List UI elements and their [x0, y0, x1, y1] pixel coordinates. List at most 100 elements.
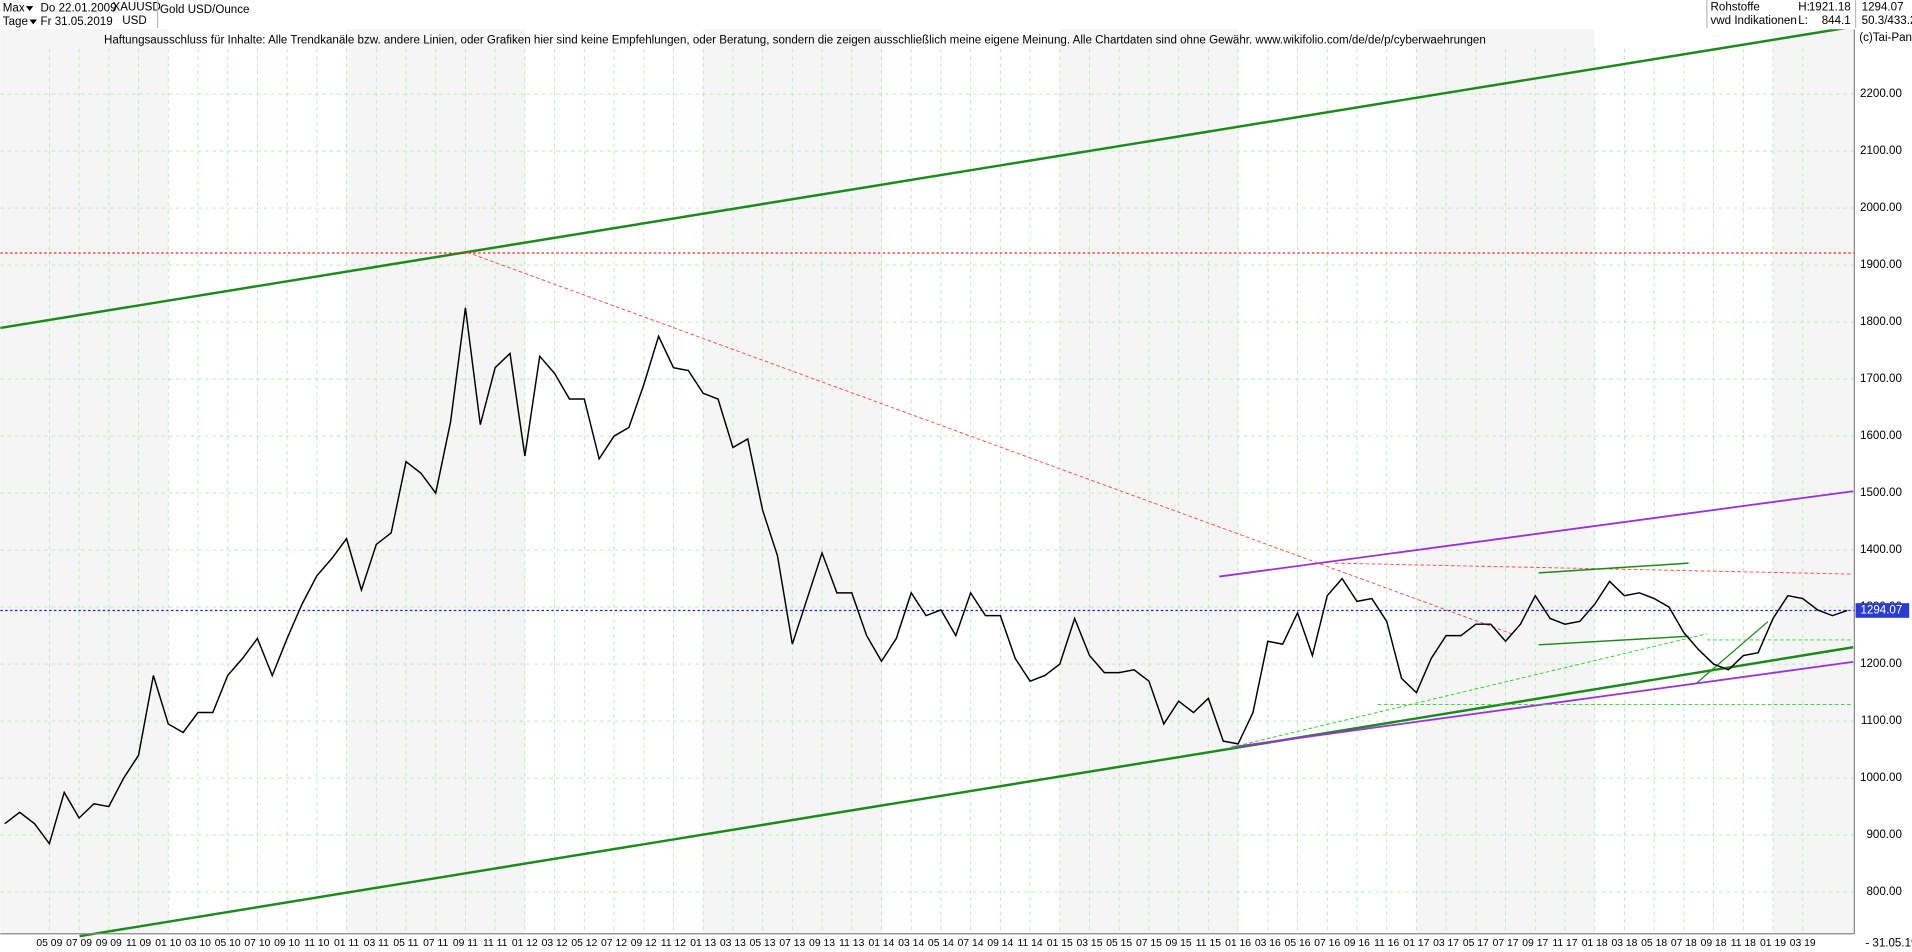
x-tick-label: 05 14 — [928, 938, 954, 949]
y-tick-label: 1000.00 — [1860, 772, 1902, 784]
dropdown-icon[interactable] — [29, 19, 37, 25]
x-tick-label: 07 10 — [244, 938, 270, 949]
x-tick-label: 11 15 — [1196, 938, 1221, 949]
instrument-name: Gold USD/Ounce — [160, 4, 249, 16]
disclaimer: Haftungsausschluss für Inhalte: Alle Tre… — [104, 34, 1486, 46]
y-tick-label: 1700.00 — [1860, 373, 1902, 385]
ratio: 50.3/433.2 — [1862, 15, 1912, 27]
x-tick-label: 07 16 — [1314, 938, 1340, 949]
x-tick-label: 11 18 — [1731, 938, 1756, 949]
x-tick-label: 09 11 — [453, 938, 478, 949]
x-tick-label: 09 14 — [987, 938, 1013, 949]
x-tick-label: 03 11 — [364, 938, 389, 949]
grid — [0, 48, 1855, 934]
x-tick-label: 05 18 — [1641, 938, 1667, 949]
y-tick-label: 1800.00 — [1860, 316, 1902, 328]
x-tick-label: 11 11 — [483, 938, 508, 949]
year-bands — [0, 0, 1854, 934]
x-tick-label: 11 12 — [661, 938, 686, 949]
x-tick-label: 09 12 — [631, 938, 657, 949]
x-tick-label: 01 10 — [155, 938, 181, 949]
x-tick-label: 05 11 — [393, 938, 418, 949]
y-tick-label: 800.00 — [1866, 886, 1901, 898]
period: Tage — [3, 16, 28, 28]
trend-line — [79, 646, 1854, 938]
end-tick: - 31.05.19 — [1865, 938, 1912, 950]
x-tick-label: 07 12 — [601, 938, 627, 949]
x-tick-label: 05 15 — [1106, 938, 1132, 949]
y-tick-label: 1100.00 — [1861, 715, 1902, 727]
plot — [0, 252, 1855, 846]
source: vwd Indikationen — [1711, 15, 1797, 27]
x-tick-label: 01 16 — [1225, 938, 1251, 949]
x-tick-label: 05 09 — [36, 938, 62, 949]
x-tick-label: 05 10 — [215, 938, 241, 949]
x-tick-label: 03 10 — [185, 938, 211, 949]
x-tick-label: 01 15 — [1047, 938, 1073, 949]
x-tick-label: 09 13 — [809, 938, 835, 949]
x-tick-label: 01 18 — [1582, 938, 1608, 949]
x-tick-label: 11 14 — [1017, 938, 1042, 949]
trend-line — [1231, 633, 1707, 748]
x-tick-label: 01 13 — [690, 938, 716, 949]
y-tick-label: 1900.00 — [1860, 259, 1902, 271]
x-tick-label: 01 17 — [1403, 938, 1429, 949]
x-tick-label: 07 09 — [66, 938, 92, 949]
x-tick-label: 11 17 — [1552, 938, 1577, 949]
y-tick-label: 900.00 — [1866, 829, 1901, 841]
mode: Max — [3, 3, 25, 15]
x-tick-label: 05 17 — [1463, 938, 1489, 949]
x-tick-label: 07 13 — [779, 938, 805, 949]
symbol: XAUUSD — [112, 1, 160, 13]
x-tick-label: 11 13 — [839, 938, 864, 949]
x-tick-label: 09 10 — [274, 938, 300, 949]
trend-line — [1219, 490, 1854, 578]
x-tick-label: 07 17 — [1493, 938, 1519, 949]
x-tick-label: 05 12 — [571, 938, 597, 949]
copyright: (c)Tai-Pan — [1859, 32, 1912, 44]
x-tick-label: 07 11 — [423, 938, 448, 949]
trend-line — [0, 25, 1854, 330]
x-tick-label: 01 12 — [512, 938, 538, 949]
year-band — [1773, 0, 1855, 934]
x-tick-label: 03 14 — [898, 938, 924, 949]
x-tick-label: 03 17 — [1433, 938, 1459, 949]
x-tick-label: 03 19 — [1790, 938, 1816, 949]
y-tick-label: 2000.00 — [1860, 202, 1902, 214]
x-tick-label: 01 11 — [334, 938, 359, 949]
x-tick-label: 01 14 — [869, 938, 895, 949]
x-tick-label: 07 18 — [1671, 938, 1697, 949]
high-prefix: H: — [1798, 1, 1810, 13]
last-price-box — [1855, 603, 1910, 618]
y-tick-label: 1400.00 — [1860, 544, 1902, 556]
x-tick-label: 01 19 — [1760, 938, 1786, 949]
x-tick-label: 11 09 — [126, 938, 151, 949]
x-tick-label: 09 09 — [96, 938, 122, 949]
x-tick-label: 05 13 — [750, 938, 776, 949]
trend-lines — [0, 25, 1854, 938]
x-tick-label: 03 18 — [1611, 938, 1637, 949]
x-tick-label: 03 13 — [720, 938, 746, 949]
last-price: 1294.07 — [1862, 1, 1904, 13]
dropdown-icon[interactable] — [25, 6, 34, 11]
x-tick-label: 03 15 — [1077, 938, 1103, 949]
price-line — [4, 307, 1848, 846]
x-tick-label: 07 15 — [1136, 938, 1162, 949]
year-band — [0, 0, 169, 934]
trend-line — [1538, 635, 1689, 646]
low-prefix: L: — [1798, 15, 1808, 27]
y-tick-label: 2100.00 — [1860, 145, 1902, 157]
x-tick-label: 09 16 — [1344, 938, 1370, 949]
x-tick-label: 11 10 — [304, 938, 329, 949]
market: Rohstoffe — [1711, 1, 1760, 13]
y-tick-label: 2200.00 — [1860, 88, 1902, 100]
trend-line — [467, 251, 1513, 635]
x-tick-label: 09 18 — [1701, 938, 1727, 949]
low-value: 844.1 — [1822, 15, 1851, 27]
header: Max Tage Do 22.01.2009 Fr 31.05.2019 XAU… — [0, 0, 1912, 30]
currency: USD — [122, 15, 146, 27]
header-bg — [0, 0, 1912, 30]
x-tick-label: 03 12 — [542, 938, 568, 949]
x-tick-label: 07 14 — [958, 938, 984, 949]
